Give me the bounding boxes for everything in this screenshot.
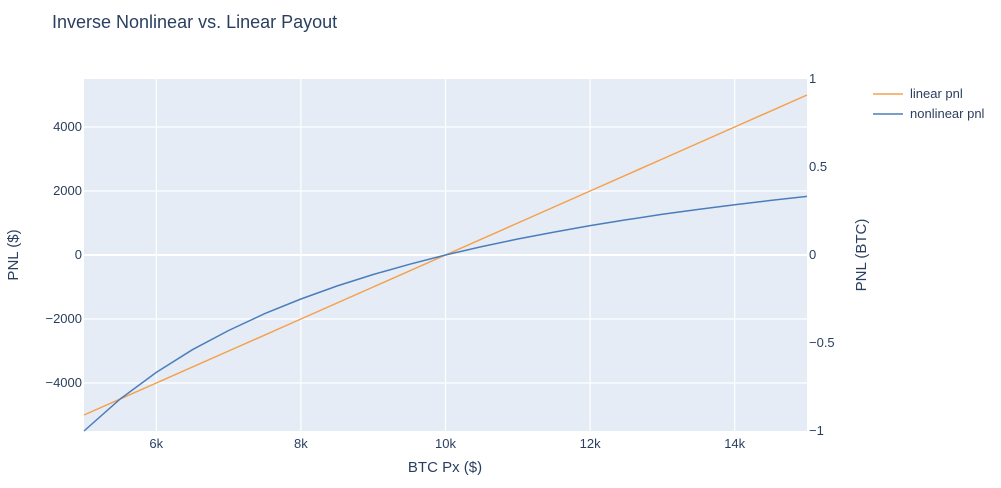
y2-tick-label: −1 xyxy=(809,423,824,438)
y2-tick-label: 1 xyxy=(809,71,816,86)
y2-tick-label: 0.5 xyxy=(809,159,827,174)
x-tick-label: 6k xyxy=(149,436,163,451)
y-tick-label: 2000 xyxy=(53,183,82,198)
y-tick-label: 4000 xyxy=(53,119,82,134)
series-lines xyxy=(83,94,808,432)
x-tick-label: 8k xyxy=(294,436,308,451)
y-tick-label: 0 xyxy=(75,247,82,262)
legend: linear pnl nonlinear pnl xyxy=(873,86,985,121)
x-tick-label: 12k xyxy=(580,436,601,451)
y2-axis-title: PNL (BTC) xyxy=(853,219,870,292)
y-axis-title: PNL ($) xyxy=(5,229,22,280)
y-tick-label: −4000 xyxy=(45,375,82,390)
x-axis-title: BTC Px ($) xyxy=(408,459,482,476)
chart-title: Inverse Nonlinear vs. Linear Payout xyxy=(52,12,337,32)
y2-tick-label: −0.5 xyxy=(809,335,835,350)
y-tick-label: −2000 xyxy=(45,311,82,326)
series-line-nonlinear-pnl xyxy=(83,195,808,432)
legend-label: linear pnl xyxy=(910,86,963,101)
y-axis-ticks: −4000 −2000 0 2000 4000 xyxy=(45,119,82,390)
legend-label: nonlinear pnl xyxy=(910,106,985,121)
y2-axis-ticks: −1 −0.5 0 0.5 1 xyxy=(809,71,835,438)
x-axis-ticks: 6k 8k 10k 12k 14k xyxy=(149,436,745,451)
y2-tick-label: 0 xyxy=(809,247,816,262)
x-tick-label: 14k xyxy=(724,436,745,451)
x-tick-label: 10k xyxy=(435,436,456,451)
